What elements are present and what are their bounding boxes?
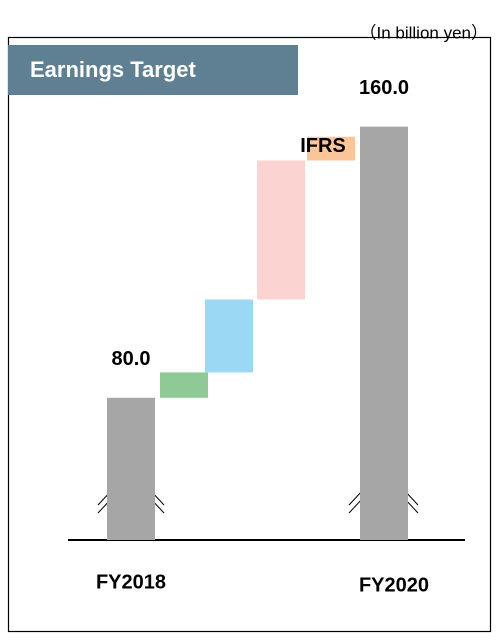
- step-bar: [160, 372, 208, 398]
- x-tick-label: FY2018: [96, 571, 166, 593]
- value-label: 160.0: [359, 77, 409, 99]
- total-bar: [107, 397, 155, 540]
- frame: [7, 36, 492, 633]
- x-tick-label: FY2020: [359, 574, 429, 596]
- value-label: 80.0: [112, 348, 151, 370]
- total-bar: [360, 126, 408, 540]
- step-bar: [205, 299, 253, 373]
- unit-note: （In billion yen）: [359, 23, 488, 42]
- step-bar: [307, 136, 355, 161]
- segment-label: IFRS: [300, 135, 346, 157]
- axis-breaks: [97, 489, 419, 514]
- step-bar: [257, 160, 305, 300]
- chart-title: Earnings Target: [30, 57, 197, 82]
- title-banner: [8, 45, 298, 95]
